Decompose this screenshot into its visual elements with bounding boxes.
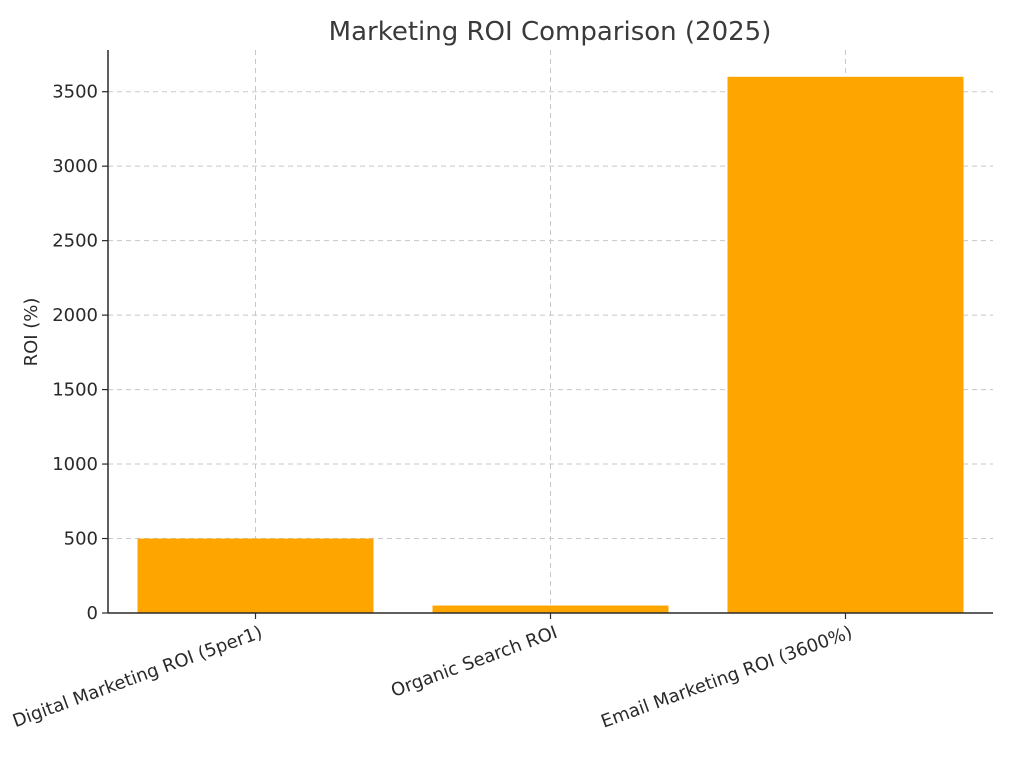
y-tick-label: 2500 bbox=[52, 231, 98, 252]
y-ticks: 0 500 1000 1500 2000 2500 3000 3500 bbox=[52, 82, 108, 624]
y-tick-label: 3500 bbox=[52, 82, 98, 103]
y-axis-label: ROI (%) bbox=[21, 298, 42, 367]
y-tick-label: 2000 bbox=[52, 305, 98, 326]
x-tick-label: Organic Search ROI bbox=[388, 622, 560, 702]
y-tick-label: 500 bbox=[64, 529, 98, 550]
y-tick-label: 1500 bbox=[52, 380, 98, 401]
bars bbox=[137, 76, 964, 614]
y-tick-label: 0 bbox=[87, 603, 98, 624]
chart-title: Marketing ROI Comparison (2025) bbox=[329, 17, 772, 47]
grid-lines bbox=[108, 50, 993, 613]
bar bbox=[432, 605, 669, 613]
y-tick-label: 1000 bbox=[52, 454, 98, 475]
bar bbox=[727, 76, 964, 614]
y-tick-label: 3000 bbox=[52, 156, 98, 177]
bar bbox=[137, 538, 374, 613]
x-tick-label: Digital Marketing ROI (5per1) bbox=[10, 622, 265, 732]
x-ticks: Digital Marketing ROI (5per1) Organic Sea… bbox=[10, 613, 855, 733]
x-tick-label: Email Marketing ROI (3600%) bbox=[598, 622, 855, 733]
